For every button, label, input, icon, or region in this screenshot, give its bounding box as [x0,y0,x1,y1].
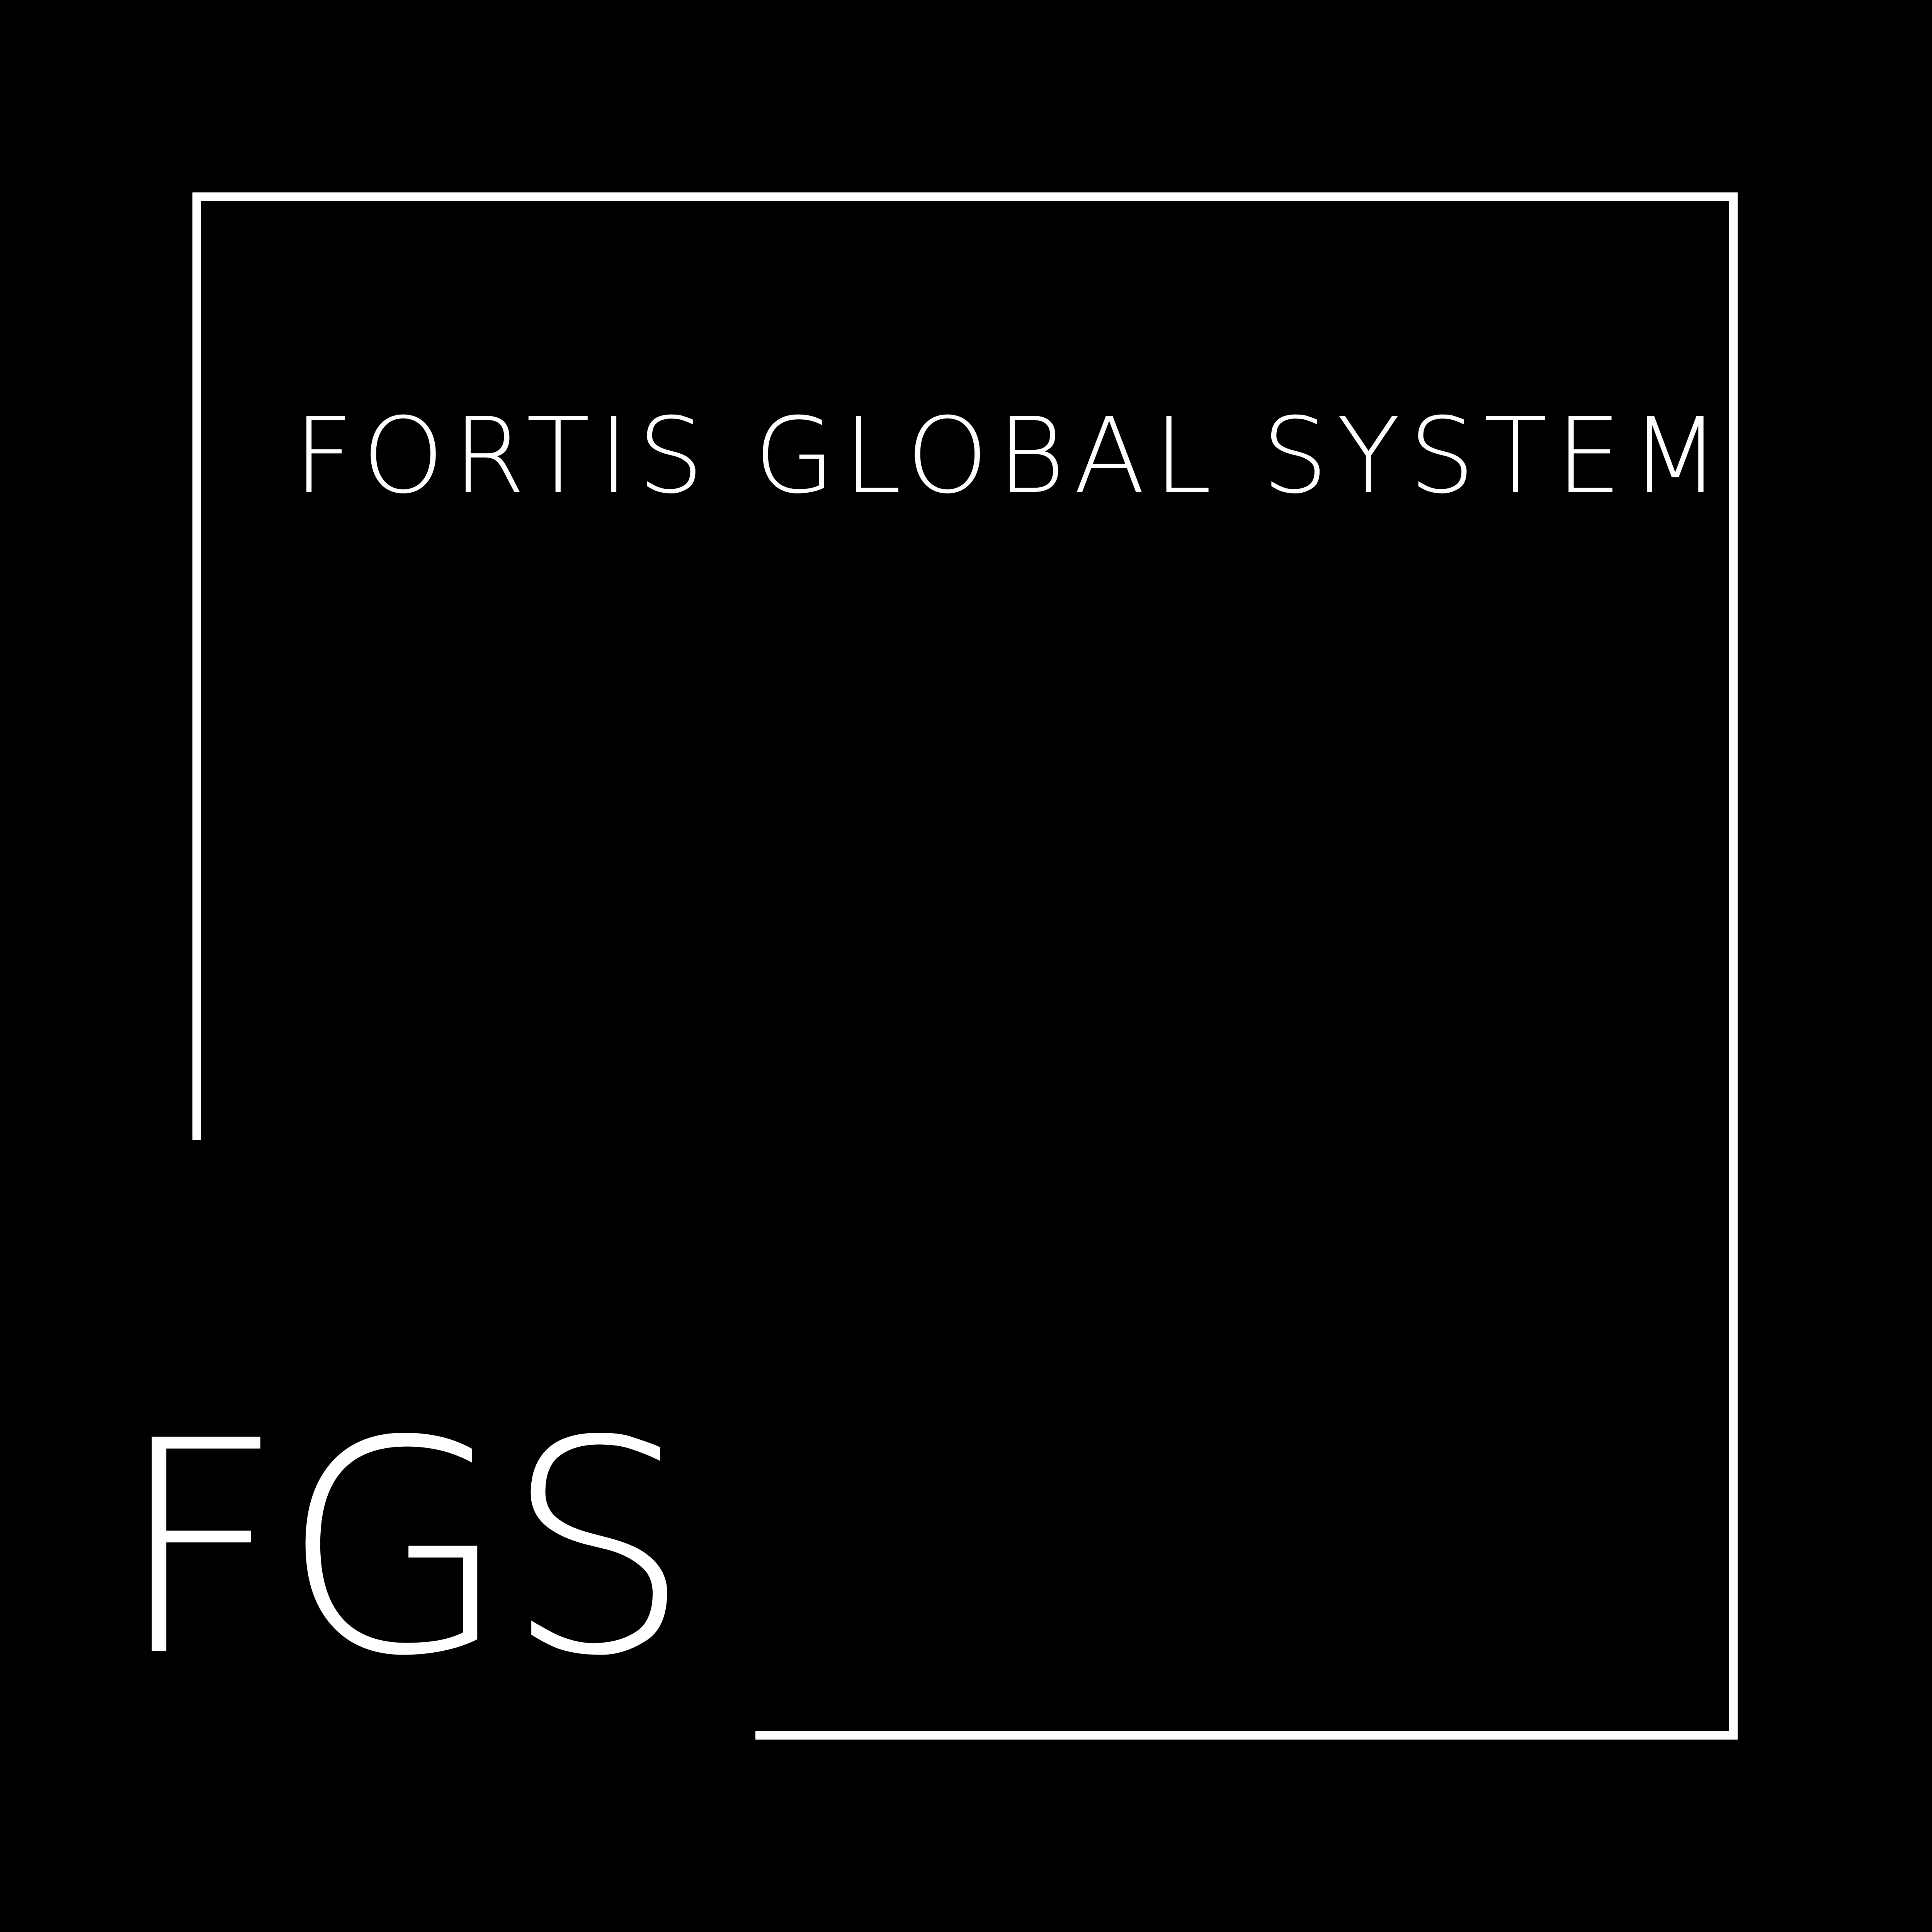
frame-left-line [192,192,201,1140]
frame-right-line [1729,192,1738,1740]
frame-bottom-line [755,1731,1738,1740]
company-name: FORTIS GLOBAL SYSTEM [294,395,1729,517]
company-abbreviation: FGS [116,1379,691,1720]
frame-top-line [192,192,1738,201]
